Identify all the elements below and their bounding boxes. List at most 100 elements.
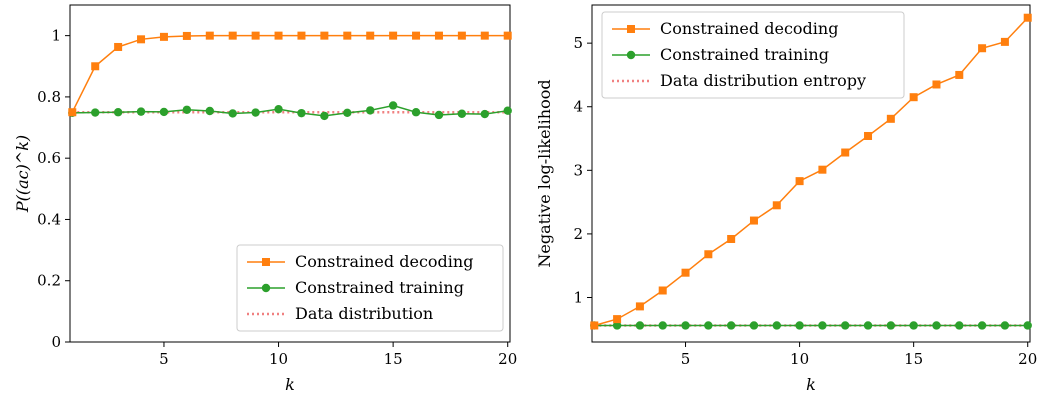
data-point-square [749, 216, 758, 225]
data-point-square [182, 31, 191, 40]
data-point-square [727, 234, 736, 243]
data-point-square [864, 131, 873, 140]
data-point-square [681, 268, 690, 277]
data-point-circle [480, 109, 489, 119]
data-point-circle [681, 321, 690, 330]
data-point-square [389, 31, 398, 40]
data-point-square [251, 31, 260, 40]
data-point-circle [795, 321, 804, 330]
data-point-square [635, 302, 644, 311]
data-point-circle [503, 106, 512, 115]
legend-label: Constrained training [660, 45, 829, 64]
data-point-circle [91, 108, 100, 117]
x-axis-label: k [806, 375, 816, 394]
data-point-circle [388, 101, 398, 110]
legend-circle-marker [626, 50, 636, 60]
data-point-circle [635, 321, 645, 330]
data-point-square [159, 32, 168, 41]
data-point-square [1000, 37, 1009, 46]
data-point-circle [159, 107, 169, 117]
data-point-circle [841, 321, 850, 330]
x-tick-label: 15 [904, 350, 923, 368]
legend-label: Data distribution [295, 304, 433, 323]
x-tick-label: 10 [269, 350, 288, 368]
legend-square-marker [627, 25, 635, 33]
data-point-square [590, 321, 599, 330]
y-tick-label: 0.8 [37, 88, 61, 106]
data-point-square [320, 31, 329, 40]
data-point-circle [457, 109, 467, 118]
data-point-square [297, 31, 306, 40]
data-point-square [932, 80, 941, 89]
y-tick-label: 2 [573, 225, 583, 243]
y-tick-label: 4 [573, 98, 583, 116]
data-point-square [91, 62, 100, 71]
data-point-circle [658, 321, 667, 330]
data-point-circle [274, 104, 283, 114]
legend-box [236, 244, 504, 332]
chart-left: 5 10 15 20 0 0.2 0.4 0.6 0.8 1 k P((ac)^k) Constrain… [13, 4, 517, 394]
data-point-square [412, 31, 421, 40]
legend: Constrained decoding Constrained training… [601, 11, 905, 99]
data-point-circle [205, 106, 214, 116]
data-point-square [503, 31, 512, 40]
data-point-circle [863, 321, 873, 330]
data-point-circle [228, 109, 237, 118]
legend: Constrained decoding Constrained training… [236, 244, 504, 332]
y-axis-label: P((ac)^k) [13, 135, 32, 213]
data-point-circle [886, 321, 896, 330]
data-point-circle [297, 108, 306, 118]
data-point-square [818, 165, 827, 174]
x-tick-label: 5 [159, 350, 169, 368]
y-tick-label: 0 [51, 333, 61, 351]
data-point-square [886, 114, 895, 123]
legend-label: Constrained training [295, 278, 464, 297]
data-point-square [955, 70, 964, 79]
data-point-circle [411, 108, 421, 117]
x-tick-label: 20 [1018, 350, 1037, 368]
data-point-circle [704, 321, 713, 330]
x-axis-label: k [285, 375, 295, 394]
data-point-circle [818, 321, 827, 330]
data-point-circle [909, 321, 918, 330]
data-point-square [795, 177, 804, 186]
data-point-square [343, 31, 352, 40]
data-point-circle [434, 110, 444, 120]
data-point-square [658, 286, 667, 295]
x-tick-label: 20 [498, 350, 517, 368]
data-point-square [704, 250, 713, 259]
y-tick-label: 1 [51, 27, 61, 45]
data-point-square [366, 31, 375, 40]
data-point-circle [343, 108, 352, 118]
legend-label: Data distribution entropy [660, 71, 866, 90]
data-point-circle [1000, 321, 1010, 330]
series-line-0 [71, 34, 508, 113]
x-tick-label: 15 [384, 350, 403, 368]
data-point-circle [366, 106, 375, 115]
data-point-square [137, 35, 146, 44]
y-tick-label: 0.6 [37, 149, 61, 167]
y-tick-label: 0.2 [37, 272, 61, 290]
data-point-square [772, 201, 781, 210]
data-point-square [434, 31, 443, 40]
data-point-circle [772, 321, 781, 330]
plot-frame [69, 4, 511, 343]
x-tick-label: 10 [790, 350, 809, 368]
data-point-circle [932, 321, 941, 330]
y-axis-label: Negative log-likelihood [535, 79, 554, 267]
data-point-circle [251, 108, 260, 117]
data-point-square [613, 315, 622, 324]
data-point-circle [977, 321, 987, 330]
data-point-square [909, 93, 918, 102]
legend-square-marker [262, 258, 270, 266]
x-tick-label: 5 [681, 350, 691, 368]
y-tick-label: 5 [573, 34, 583, 52]
data-point-circle [113, 108, 123, 117]
data-point-circle [1023, 321, 1032, 330]
legend-circle-marker [261, 283, 271, 293]
data-point-square [841, 148, 850, 157]
y-tick-label: 3 [573, 161, 583, 179]
y-tick-label: 0.4 [37, 210, 61, 228]
data-point-square [274, 31, 283, 40]
